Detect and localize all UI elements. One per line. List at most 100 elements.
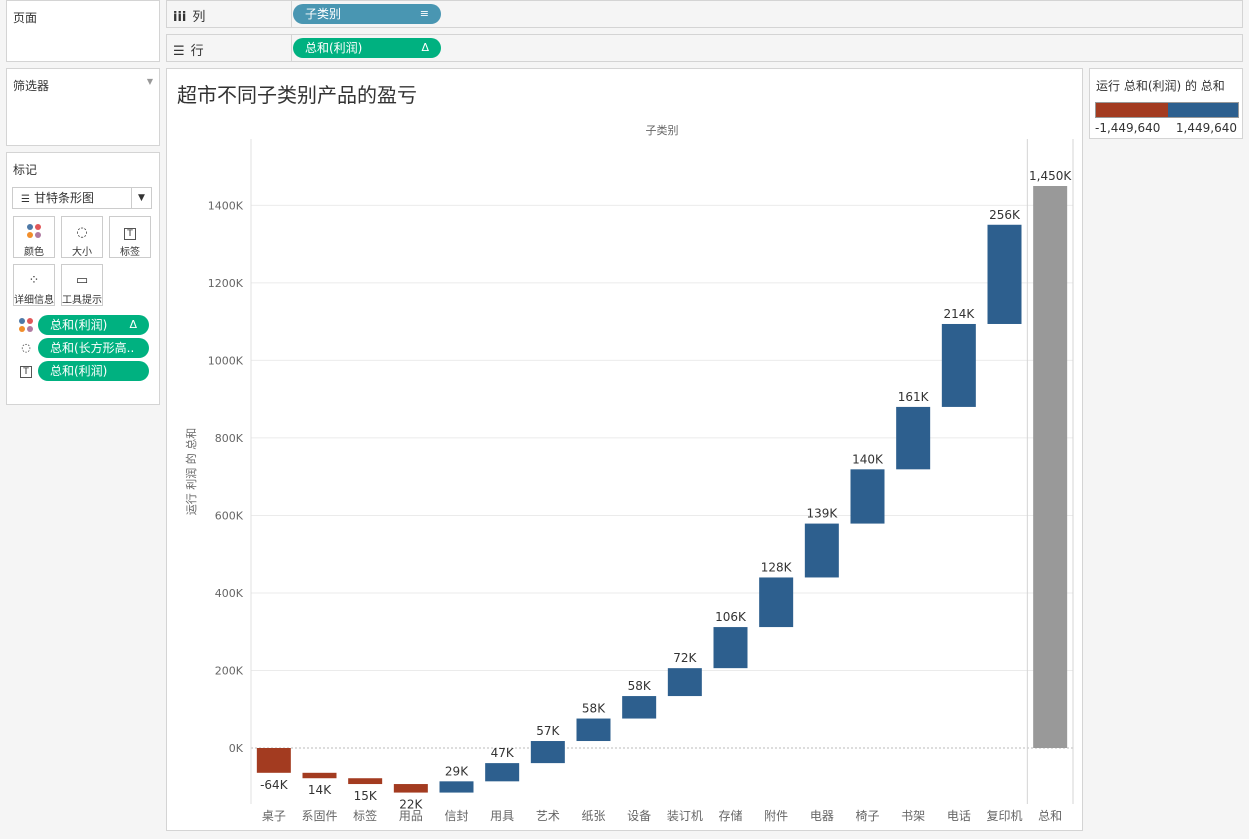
- columns-shelf-label: iii 列: [173, 10, 206, 25]
- marks-field-color[interactable]: 总和(利润) Δ: [18, 315, 150, 335]
- waterfall-bar[interactable]: [393, 784, 428, 793]
- legend-min-label: -1,449,640: [1095, 121, 1161, 135]
- legend-gradient: [1095, 102, 1239, 118]
- waterfall-bar[interactable]: [439, 781, 474, 793]
- x-tick-label: 桌子: [262, 809, 286, 823]
- pages-title: 页面: [13, 11, 38, 25]
- label-icon: T: [18, 363, 34, 379]
- color-legend[interactable]: 运行 总和(利润) 的 总和 -1,449,640 1,449,640: [1089, 68, 1243, 139]
- label-button[interactable]: T 标签: [109, 216, 151, 258]
- filters-menu-icon[interactable]: ▼: [146, 77, 153, 86]
- mark-type-dropdown[interactable]: ☰ 甘特条形图 ▼: [12, 187, 152, 209]
- x-tick-label: 纸张: [581, 809, 605, 823]
- waterfall-bar[interactable]: [530, 741, 565, 764]
- field-pill-label: 总和(利润): [50, 318, 108, 332]
- rows-pill-profit[interactable]: 总和(利润) Δ: [293, 38, 441, 58]
- pages-panel: 页面: [6, 0, 160, 62]
- bar-data-label: 14K: [308, 783, 332, 797]
- color-button[interactable]: 颜色: [13, 216, 55, 258]
- x-tick-label: 设备: [627, 809, 651, 823]
- x-tick-label: 总和: [1038, 809, 1062, 823]
- field-pill-rect-height[interactable]: 总和(长方形高..: [38, 338, 149, 358]
- columns-icon: iii: [173, 10, 187, 25]
- gantt-icon: ☰: [21, 194, 30, 205]
- legend-max-label: 1,449,640: [1175, 121, 1237, 135]
- chevron-down-icon[interactable]: ▼: [131, 188, 151, 208]
- sort-icon[interactable]: ≡: [419, 7, 429, 20]
- y-tick-label: 1200K: [208, 277, 244, 290]
- bar-data-label: 256K: [989, 208, 1021, 222]
- bar-data-label: 15K: [354, 789, 378, 803]
- waterfall-bar[interactable]: [941, 323, 976, 407]
- detail-label: 详细信息: [14, 295, 54, 306]
- marks-field-size[interactable]: ◌ 总和(长方形高..: [18, 338, 150, 358]
- shelf-divider: [291, 1, 292, 27]
- y-tick-label: 1000K: [208, 354, 244, 367]
- mark-type-label: 甘特条形图: [33, 191, 94, 205]
- waterfall-bar[interactable]: [713, 627, 748, 669]
- bar-data-label: 57K: [536, 724, 560, 738]
- bar-data-label: 22K: [399, 798, 423, 812]
- y-tick-label: 800K: [215, 432, 244, 445]
- legend-negative-swatch: [1096, 103, 1168, 117]
- chart-view: 超市不同子类别产品的盈亏 子类别 0K 200K 400K 600K 800K 1000K 12…: [166, 68, 1083, 831]
- x-tick-label: 复印机: [986, 809, 1022, 823]
- filters-panel[interactable]: 筛选器 ▼: [6, 68, 160, 146]
- total-data-label: 1,450K: [1029, 169, 1072, 183]
- tooltip-button[interactable]: ▭ 工具提示: [61, 264, 103, 306]
- x-tick-label: 用具: [490, 809, 514, 823]
- color-dots-icon: [18, 317, 34, 333]
- bar-data-label: 128K: [761, 560, 793, 574]
- field-pill-profit-color[interactable]: 总和(利润) Δ: [38, 315, 149, 335]
- marks-field-label[interactable]: T 总和(利润): [18, 361, 150, 381]
- waterfall-bar[interactable]: [896, 406, 931, 470]
- legend-positive-swatch: [1168, 103, 1238, 117]
- size-icon: ◌: [76, 225, 88, 240]
- size-icon: ◌: [21, 341, 31, 354]
- bar-data-label: 47K: [491, 746, 515, 760]
- waterfall-bar[interactable]: [485, 763, 520, 782]
- delta-icon: Δ: [421, 41, 429, 54]
- tooltip-label: 工具提示: [62, 295, 102, 306]
- waterfall-bar[interactable]: [850, 469, 885, 524]
- size-label: 大小: [72, 247, 92, 258]
- total-bar[interactable]: [1033, 186, 1068, 748]
- waterfall-bar[interactable]: [256, 748, 291, 773]
- x-tick-label: 电话: [947, 809, 971, 823]
- x-tick-label: 电器: [810, 809, 834, 823]
- rows-shelf[interactable]: ☰ 行 总和(利润) Δ: [166, 34, 1243, 62]
- waterfall-bar[interactable]: [667, 668, 702, 697]
- x-tick-label: 装订机: [667, 809, 703, 823]
- waterfall-bar[interactable]: [576, 718, 611, 742]
- bar-data-label: 140K: [852, 452, 884, 466]
- waterfall-bar[interactable]: [804, 523, 839, 578]
- waterfall-bar[interactable]: [987, 224, 1022, 324]
- bar-data-label: 29K: [445, 764, 469, 778]
- waterfall-bar[interactable]: [302, 772, 337, 779]
- waterfall-bar[interactable]: [759, 577, 794, 628]
- waterfall-bar[interactable]: [348, 778, 383, 785]
- tooltip-icon: ▭: [75, 273, 89, 288]
- size-button[interactable]: ◌ 大小: [61, 216, 103, 258]
- x-tick-label: 系固件: [301, 809, 337, 823]
- x-tick-label: 信封: [444, 809, 468, 823]
- pill-label: 总和(利润): [305, 41, 363, 55]
- waterfall-bar[interactable]: [622, 696, 657, 719]
- columns-shelf[interactable]: iii 列 子类别 ≡: [166, 0, 1243, 28]
- detail-button[interactable]: ⁘ 详细信息: [13, 264, 55, 306]
- bar-data-label: 106K: [715, 610, 747, 624]
- rows-shelf-label: ☰ 行: [173, 44, 204, 59]
- y-tick-label: 400K: [215, 587, 244, 600]
- columns-pill-subcategory[interactable]: 子类别 ≡: [293, 4, 441, 24]
- color-label: 颜色: [24, 247, 44, 258]
- x-tick-label: 椅子: [855, 809, 879, 823]
- bar-data-label: 214K: [943, 307, 975, 321]
- bar-data-label: 139K: [806, 507, 838, 521]
- bar-data-label: -64K: [260, 778, 289, 792]
- color-dots-icon: [14, 223, 54, 243]
- y-tick-label: 600K: [215, 509, 244, 522]
- x-tick-label: 附件: [764, 809, 788, 823]
- chart-title: 超市不同子类别产品的盈亏: [177, 83, 417, 107]
- field-pill-profit-label[interactable]: 总和(利润): [38, 361, 149, 381]
